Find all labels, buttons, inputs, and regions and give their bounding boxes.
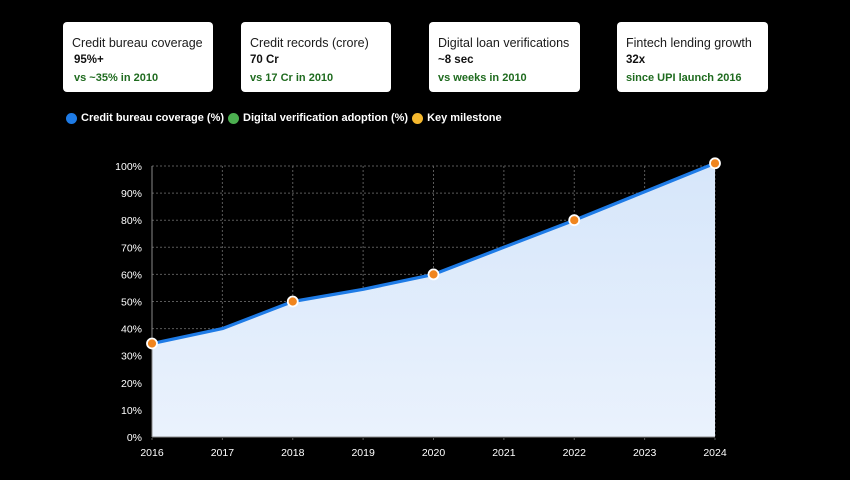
y-tick-label: 0% xyxy=(127,432,142,444)
stat-value: 32x xyxy=(626,54,646,66)
stat-note: since UPI launch 2016 xyxy=(626,72,742,84)
x-tick-label: 2016 xyxy=(140,447,164,459)
stat-value: 95%+ xyxy=(74,54,104,66)
y-tick-label: 50% xyxy=(121,297,142,309)
y-tick-label: 40% xyxy=(121,324,142,336)
stat-value: ~8 sec xyxy=(438,54,474,66)
stat-label: Fintech lending growth xyxy=(626,36,752,50)
stat-label: Credit bureau coverage xyxy=(72,36,203,50)
legend-item-credit-coverage[interactable]: Credit bureau coverage (%) xyxy=(66,112,224,124)
stat-card-credit-coverage: Credit bureau coverage 95%+ vs ~35% in 2… xyxy=(63,22,213,92)
milestone-marker[interactable] xyxy=(427,268,440,281)
stat-card-credit-records: Credit records (crore) 70 Cr vs 17 Cr in… xyxy=(241,22,391,92)
stat-note: vs 17 Cr in 2010 xyxy=(250,72,334,84)
legend-item-key-milestone[interactable]: Key milestone xyxy=(412,112,502,124)
x-tick-label: 2020 xyxy=(422,447,446,459)
milestone-marker[interactable] xyxy=(286,295,299,308)
legend-swatch-blue xyxy=(66,112,77,124)
stat-note: vs ~35% in 2010 xyxy=(74,72,159,84)
legend-swatch-yellow xyxy=(412,112,424,124)
chart-legend: Credit bureau coverage (%) Digital verif… xyxy=(66,112,506,124)
stat-value: 70 Cr xyxy=(250,54,279,66)
legend-swatch-green xyxy=(228,112,240,124)
legend-item-digital-verification[interactable]: Digital verification adoption (%) xyxy=(228,112,408,124)
chart-axes: 0% 10% 20% 30% 40% 50% 60% 70% 80% 90% 100% 2016 201… xyxy=(115,161,727,459)
x-tick-label: 2018 xyxy=(281,447,305,459)
y-tick-label: 100% xyxy=(115,161,142,173)
x-tick-label: 2017 xyxy=(211,447,235,459)
y-tick-label: 80% xyxy=(121,215,142,227)
series-area-fill xyxy=(152,163,715,438)
stat-label: Credit records (crore) xyxy=(250,36,369,50)
x-tick-label: 2022 xyxy=(563,447,587,459)
y-tick-label: 90% xyxy=(121,188,142,200)
y-tick-label: 10% xyxy=(121,405,142,417)
milestone-marker[interactable] xyxy=(146,337,158,350)
milestone-marker[interactable] xyxy=(709,157,721,170)
x-tick-label: 2023 xyxy=(633,447,657,459)
y-tick-label: 20% xyxy=(121,378,142,390)
chart-markers xyxy=(146,157,721,350)
y-tick-label: 70% xyxy=(121,242,142,254)
legend-label: Credit bureau coverage (%) xyxy=(81,112,225,124)
stat-note: vs weeks in 2010 xyxy=(438,72,527,84)
y-tick-label: 30% xyxy=(121,351,142,363)
milestone-marker[interactable] xyxy=(568,214,581,227)
y-tick-label: 60% xyxy=(121,269,142,281)
stat-label: Digital loan verifications xyxy=(438,36,570,50)
x-tick-label: 2021 xyxy=(492,447,516,459)
x-tick-label: 2019 xyxy=(351,447,375,459)
stat-card-digital-verifications: Digital loan verifications ~8 sec vs wee… xyxy=(429,22,580,92)
stat-card-fintech-growth: Fintech lending growth 32x since UPI lau… xyxy=(617,22,768,92)
x-tick-label: 2024 xyxy=(703,447,727,459)
chart-area-layer xyxy=(150,161,717,438)
legend-label: Key milestone xyxy=(427,112,502,124)
legend-label: Digital verification adoption (%) xyxy=(243,112,409,124)
